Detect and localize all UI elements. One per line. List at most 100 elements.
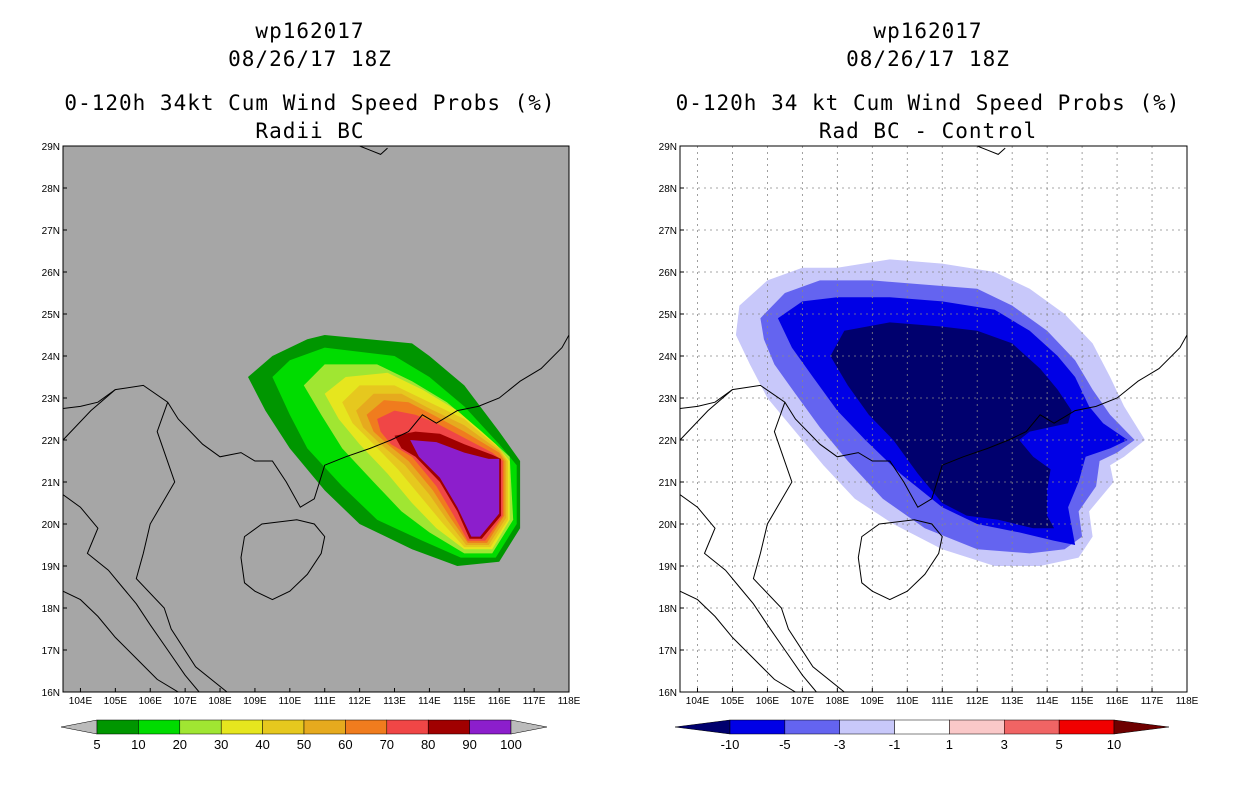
left-colorbar-label: 50 <box>297 737 311 752</box>
right-x-tick-label: 104E <box>686 696 710 707</box>
left-y-tick-label: 18N <box>42 604 60 615</box>
left-y-tick-label: 27N <box>42 226 60 237</box>
right-x-tick-label: 114E <box>1036 696 1059 707</box>
left-colorbar-label: 100 <box>500 737 522 752</box>
right-contour-neg10 <box>830 322 1072 529</box>
right-border-line <box>680 494 817 692</box>
left-x-tick-label: 113E <box>383 696 406 707</box>
left-y-tick-label: 29N <box>42 142 60 153</box>
right-plot-area <box>680 146 1187 692</box>
right-chart-subtitle: Rad BC - Control <box>818 119 1038 143</box>
right-x-tick-label: 109E <box>861 696 885 707</box>
right-colorbar-under-triangle <box>674 719 731 735</box>
left-storm-id: wp162017 <box>255 19 365 43</box>
left-colorbar-segment <box>469 719 512 735</box>
left-y-tick-label: 20N <box>42 520 60 531</box>
left-colorbar-segment <box>427 719 470 735</box>
left-plot-frame <box>62 145 570 693</box>
right-y-tick-label: 21N <box>659 478 677 489</box>
right-x-tick-label: 113E <box>1001 696 1024 707</box>
left-colorbar-segment <box>138 719 181 735</box>
right-y-tick-label: 28N <box>659 184 677 195</box>
left-vietnam-coastline <box>135 402 228 692</box>
right-y-tick-label: 27N <box>659 226 677 237</box>
left-y-tick-label: 16N <box>42 688 60 699</box>
left-y-tick-label: 21N <box>42 478 60 489</box>
left-colorbar-segment <box>386 719 429 735</box>
left-y-tick-label: 26N <box>42 268 60 279</box>
left-x-tick-label: 105E <box>104 696 128 707</box>
left-y-tick-label: 28N <box>42 184 60 195</box>
left-datetime: 08/26/17 18Z <box>228 47 392 71</box>
left-chart-subtitle: Radii BC <box>255 119 365 143</box>
left-x-tick-label: 116E <box>488 696 511 707</box>
right-datetime: 08/26/17 18Z <box>846 47 1010 71</box>
right-colorbar-segment <box>1004 719 1060 735</box>
left-coastline <box>63 334 569 508</box>
left-x-tick-label: 118E <box>558 696 581 707</box>
right-y-tick-label: 29N <box>659 142 677 153</box>
left-y-tick-label: 19N <box>42 562 60 573</box>
right-y-tick-label: 24N <box>659 352 677 363</box>
right-y-tick-label: 20N <box>659 520 677 531</box>
right-x-tick-label: 118E <box>1176 696 1199 707</box>
right-colorbar-segment <box>949 719 1005 735</box>
left-x-tick-label: 115E <box>453 696 476 707</box>
left-contour-90 <box>410 440 500 537</box>
left-y-tick-label: 25N <box>42 310 60 321</box>
left-colorbar-segment <box>96 719 139 735</box>
left-colorbar-segment <box>345 719 388 735</box>
left-y-tick-label: 23N <box>42 394 60 405</box>
right-x-tick-label: 112E <box>966 696 989 707</box>
right-chart-title: 0-120h 34 kt Cum Wind Speed Probs (%) <box>675 91 1181 115</box>
left-colorbar-label: 20 <box>173 737 187 752</box>
right-colorbar-over-triangle <box>1113 719 1170 735</box>
right-colorbar-label: 5 <box>1056 737 1063 752</box>
right-border-line <box>680 389 733 441</box>
right-y-tick-label: 26N <box>659 268 677 279</box>
right-colorbar-segment <box>784 719 840 735</box>
right-colorbar-segment <box>894 719 950 735</box>
right-chart: 104E 105E 106E 107E 108E 109E 110E 111E 112E 113E… <box>659 142 1199 752</box>
left-x-tick-label: 114E <box>418 696 441 707</box>
right-y-tick-label: 19N <box>659 562 677 573</box>
right-x-tick-label: 107E <box>791 696 815 707</box>
right-x-tick-label: 111E <box>931 696 953 707</box>
left-x-tick-label: 109E <box>243 696 267 707</box>
right-y-tick-label: 16N <box>659 688 677 699</box>
left-x-tick-label: 108E <box>208 696 232 707</box>
right-y-tick-label: 17N <box>659 646 677 657</box>
right-coastline <box>680 334 1187 508</box>
right-border-line <box>680 590 796 692</box>
left-x-tick-label: 104E <box>69 696 93 707</box>
left-colorbar-label: 90 <box>462 737 476 752</box>
left-chart-title: 0-120h 34kt Cum Wind Speed Probs (%) <box>64 91 556 115</box>
left-x-tick-label: 117E <box>523 696 546 707</box>
right-colorbar-label: -10 <box>721 737 740 752</box>
right-y-tick-label: 25N <box>659 310 677 321</box>
left-colorbar-segment <box>179 719 222 735</box>
right-y-tick-label: 23N <box>659 394 677 405</box>
right-x-tick-label: 106E <box>756 696 780 707</box>
right-x-tick-label: 108E <box>826 696 850 707</box>
right-x-tick-label: 110E <box>896 696 919 707</box>
left-chart: 104E 105E 106E 107E 108E 109E 110E 111E 112E 113E… <box>42 142 581 752</box>
left-y-tick-label: 22N <box>42 436 60 447</box>
left-colorbar-segment <box>262 719 305 735</box>
right-colorbar-label: -5 <box>779 737 791 752</box>
left-border-line <box>63 494 200 692</box>
left-colorbar-label: 60 <box>338 737 352 752</box>
right-colorbar-segment <box>729 719 786 735</box>
right-colorbar-label: 10 <box>1107 737 1121 752</box>
left-colorbar-under-triangle <box>60 719 98 735</box>
right-x-tick-label: 115E <box>1071 696 1094 707</box>
left-x-tick-label: 106E <box>139 696 163 707</box>
right-x-tick-label: 116E <box>1106 696 1129 707</box>
right-x-tick-label: 105E <box>721 696 745 707</box>
right-colorbar-label: -1 <box>889 737 901 752</box>
right-colorbar-segment <box>839 719 895 735</box>
right-x-tick-label: 117E <box>1141 696 1164 707</box>
left-colorbar-label: 30 <box>214 737 228 752</box>
right-plot-frame <box>679 145 1188 693</box>
